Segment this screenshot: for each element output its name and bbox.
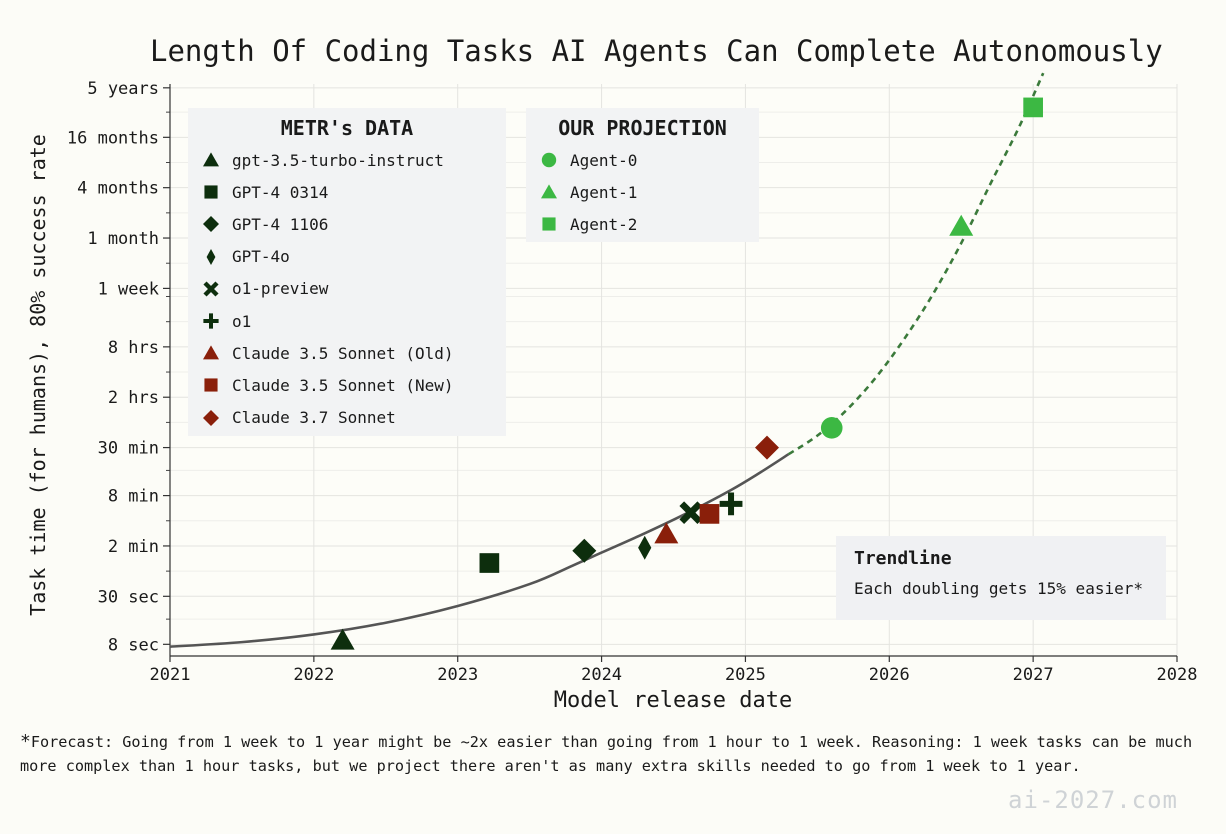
legend-label: Agent-0 [570, 150, 638, 170]
legend-item-o1-preview: o1-preview [200, 273, 494, 305]
legend-marker [203, 313, 219, 329]
legend-item-gpt-4o: GPT-4o [200, 241, 494, 273]
watermark: ai-2027.com [1008, 786, 1178, 814]
y-tick-label: 2 min [108, 537, 159, 557]
square-marker-icon [542, 217, 556, 232]
diamond-marker-icon [203, 216, 219, 233]
footnote-text: Forecast: Going from 1 week to 1 year mi… [20, 733, 1193, 775]
x-tick-label: 2022 [293, 665, 334, 685]
plus-marker-icon [203, 313, 219, 329]
data-point-gpt-4-0314 [479, 553, 500, 573]
data-point-o1-preview [679, 501, 703, 524]
legend-marker [542, 217, 556, 232]
x-tick-label: 2028 [1157, 665, 1198, 685]
y-tick-label: 8 min [108, 487, 159, 507]
legend-label: o1 [232, 311, 252, 331]
legend-marker [203, 345, 219, 360]
trendline-annotation-title: Trendline [854, 548, 952, 569]
legend-item-gpt-4-1106: GPT-4 1106 [200, 208, 494, 240]
legend-item-claude-3-5-sonnet-new: Claude 3.5 Sonnet (New) [200, 369, 494, 401]
legend-marker [203, 216, 219, 233]
data-point-gpt-3-5-turbo-instruct [330, 628, 355, 650]
circle-marker-icon [541, 152, 557, 168]
legend-marker [541, 184, 557, 199]
data-point-agent-2 [1023, 97, 1043, 118]
y-tick-label: 2 hrs [108, 388, 159, 408]
trendline-annotation-text: Each doubling gets 15% easier* [854, 579, 1143, 598]
legend-item-gpt-4-0314: GPT-4 0314 [200, 176, 494, 208]
data-point-gpt-4o [638, 535, 652, 560]
legend-marker [203, 281, 219, 297]
footnote: *Forecast: Going from 1 week to 1 year m… [20, 730, 1215, 778]
legend-marker [204, 185, 218, 199]
y-tick-label: 30 sec [98, 587, 159, 607]
legend-label: Claude 3.7 Sonnet [232, 408, 396, 428]
square-marker-icon [204, 185, 218, 199]
legend-marker [541, 152, 557, 168]
triangle-marker-icon [541, 184, 557, 199]
x-tick-label: 2021 [150, 665, 191, 685]
legend-projection: OUR PROJECTION Agent-0 Agent-1 Agent-2 [526, 108, 759, 242]
diamond-marker-icon [203, 409, 219, 426]
legend-label: Claude 3.5 Sonnet (Old) [232, 343, 454, 363]
legend-marker [203, 152, 219, 167]
y-tick-label: 30 min [98, 439, 159, 459]
legend-item-agent-1: Agent-1 [538, 176, 747, 208]
legend-item-claude-3-7-sonnet: Claude 3.7 Sonnet [200, 402, 494, 434]
x-marker-icon [203, 281, 219, 297]
x-tick-label: 2027 [1013, 665, 1054, 685]
square-marker-icon [204, 378, 218, 392]
legend-item-agent-2: Agent-2 [538, 208, 747, 240]
legend-marker [203, 409, 219, 426]
legend-item-agent-0: Agent-0 [538, 144, 747, 176]
x-tick-label: 2025 [725, 665, 766, 685]
legend-item-gpt-3-5-turbo-instruct: gpt-3.5-turbo-instruct [200, 144, 494, 176]
data-point-claude-3-5-sonnet-new [699, 504, 720, 524]
trendline-fit [169, 453, 790, 648]
legend-label: o1-preview [232, 279, 329, 299]
data-point-claude-3-7-sonnet [755, 435, 780, 460]
chart-title: Length Of Coding Tasks AI Agents Can Com… [150, 34, 1163, 68]
triangle-marker-icon [203, 152, 219, 167]
y-axis-label: Task time (for humans), 80% success rate [26, 134, 50, 616]
y-tick-label: 4 months [77, 179, 159, 199]
thin-diamond-marker-icon [206, 248, 216, 265]
legend-projection-title: OUR PROJECTION [558, 116, 727, 140]
y-tick-label: 16 months [67, 128, 159, 148]
y-tick-label: 1 month [87, 229, 159, 249]
data-point-claude-3-5-sonnet-old [654, 522, 679, 544]
x-tick-label: 2024 [581, 665, 622, 685]
legend-item-claude-3-5-sonnet-old: Claude 3.5 Sonnet (Old) [200, 337, 494, 369]
data-point-gpt-4-1106 [572, 538, 597, 563]
footnote-marker: * [20, 731, 31, 752]
legend-label: Agent-1 [570, 182, 638, 202]
legend-label: Claude 3.5 Sonnet (New) [232, 375, 454, 395]
x-tick-label: 2023 [437, 665, 478, 685]
data-point-o1 [719, 492, 743, 516]
data-point-agent-1 [949, 214, 974, 236]
data-point-agent-0 [820, 417, 843, 439]
legend-item-o1: o1 [200, 305, 494, 337]
legend-metr-title: METR's DATA [280, 116, 414, 140]
trendline-annotation: Trendline Each doubling gets 15% easier* [836, 536, 1166, 620]
x-tick-label: 2026 [869, 665, 910, 685]
x-axis-label: Model release date [553, 688, 793, 713]
legend-marker [204, 378, 218, 392]
legend-label: GPT-4 0314 [232, 182, 329, 202]
legend-label: gpt-3.5-turbo-instruct [232, 150, 444, 170]
triangle-marker-icon [203, 345, 219, 360]
y-tick-label: 8 hrs [108, 338, 159, 358]
legend-marker [206, 248, 216, 265]
legend-metr-data: METR's DATA gpt-3.5-turbo-instruct GPT-4 … [188, 108, 506, 436]
y-tick-label: 8 sec [108, 635, 159, 655]
y-tick-label: 5 years [87, 79, 159, 99]
legend-label: Agent-2 [570, 214, 638, 234]
legend-label: GPT-4o [232, 247, 290, 267]
legend-label: GPT-4 1106 [232, 214, 329, 234]
y-tick-label: 1 week [98, 279, 159, 299]
